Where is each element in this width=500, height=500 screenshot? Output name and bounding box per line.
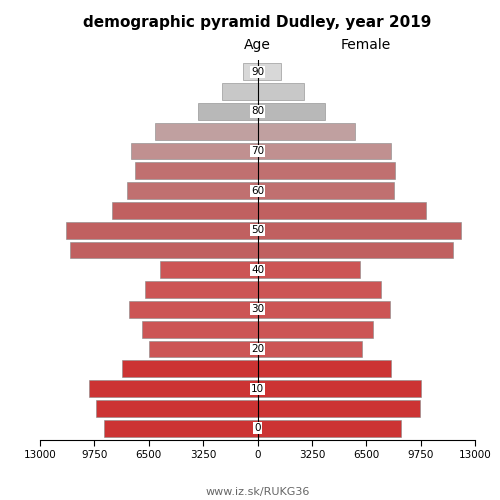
Bar: [70, 242, 258, 258]
Bar: [258, 142, 390, 160]
Text: 40: 40: [251, 265, 264, 275]
Bar: [258, 182, 394, 199]
Bar: [127, 182, 258, 199]
Bar: [258, 123, 356, 140]
Bar: [198, 103, 258, 120]
Text: 50: 50: [251, 225, 264, 235]
Text: 60: 60: [251, 186, 264, 196]
Bar: [112, 202, 258, 219]
Bar: [122, 360, 258, 377]
Bar: [258, 84, 304, 100]
Text: 90: 90: [251, 67, 264, 77]
Bar: [136, 162, 258, 179]
Text: 0: 0: [254, 423, 261, 433]
Text: Female: Female: [341, 38, 392, 52]
Bar: [258, 242, 453, 258]
Bar: [128, 301, 258, 318]
Text: Age: Age: [244, 38, 271, 52]
Text: 80: 80: [251, 106, 264, 117]
Bar: [88, 380, 258, 397]
Bar: [258, 340, 362, 357]
Text: 30: 30: [251, 304, 264, 314]
Bar: [144, 281, 258, 298]
Text: demographic pyramid Dudley, year 2019: demographic pyramid Dudley, year 2019: [84, 15, 432, 30]
Bar: [154, 123, 258, 140]
Bar: [104, 420, 258, 436]
Bar: [258, 380, 420, 397]
Text: 70: 70: [251, 146, 264, 156]
Bar: [258, 64, 281, 80]
Bar: [258, 202, 426, 219]
Bar: [258, 360, 392, 377]
Bar: [131, 142, 258, 160]
Bar: [258, 281, 382, 298]
Bar: [258, 301, 390, 318]
Bar: [243, 64, 258, 80]
Bar: [258, 162, 394, 179]
Bar: [258, 420, 402, 436]
Bar: [258, 262, 360, 278]
Bar: [160, 262, 258, 278]
Bar: [258, 103, 326, 120]
Text: www.iz.sk/RUKG36: www.iz.sk/RUKG36: [206, 488, 310, 498]
Bar: [258, 222, 461, 238]
Bar: [66, 222, 258, 238]
Bar: [149, 340, 258, 357]
Bar: [96, 400, 258, 416]
Bar: [142, 321, 258, 338]
Bar: [258, 400, 420, 416]
Bar: [258, 321, 373, 338]
Text: 10: 10: [251, 384, 264, 394]
Text: 20: 20: [251, 344, 264, 354]
Bar: [222, 84, 258, 100]
